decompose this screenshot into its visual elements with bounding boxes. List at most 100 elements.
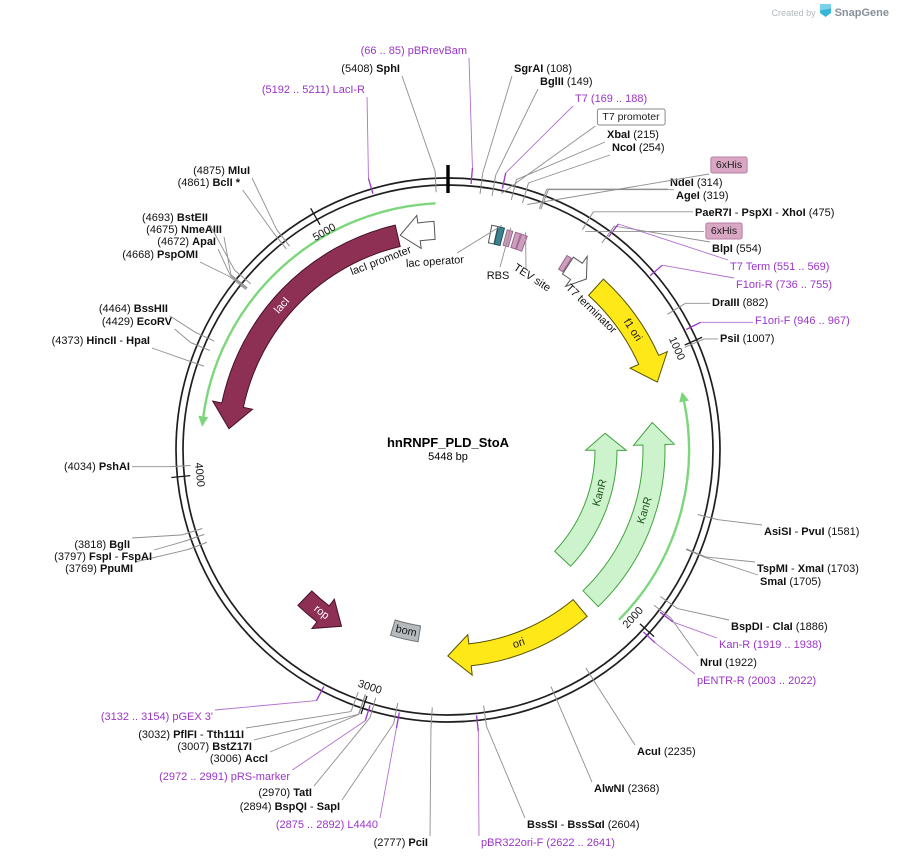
- site-label-text[interactable]: (5192 .. 5211) LacI-R: [262, 84, 365, 96]
- feature-lacI-promoter[interactable]: [399, 214, 436, 250]
- site-label-text[interactable]: SgrAI (108): [514, 63, 572, 75]
- enzyme-label-AlwNI[interactable]: AlwNI (2368): [550, 686, 659, 795]
- feature-shape[interactable]: [399, 214, 436, 250]
- primer-label-pENTR-R[interactable]: pENTR-R (2003 .. 2022): [642, 631, 816, 687]
- enzyme-label-BglI[interactable]: (3818) BglI: [74, 528, 203, 551]
- site-label-text[interactable]: (3797) FspI - FspAI: [54, 551, 152, 563]
- feature-6xHis-N[interactable]: [510, 231, 522, 250]
- feature-KanR-orf[interactable]: [618, 391, 691, 621]
- enzyme-label-DraIII[interactable]: DraIII (882): [667, 297, 768, 315]
- feature-shape[interactable]: [587, 278, 669, 383]
- enzyme-label-NruI[interactable]: NruI (1922): [653, 604, 757, 669]
- enzyme-label-MluI[interactable]: (4875) MluI: [193, 165, 291, 247]
- feature-shape[interactable]: [389, 619, 422, 643]
- site-label-text[interactable]: (4672) ApaI: [157, 236, 216, 248]
- site-label-text[interactable]: (2970) TatI: [258, 787, 312, 799]
- enzyme-label-PsiI[interactable]: PsiI (1007): [684, 333, 775, 348]
- enzyme-label-TatI[interactable]: (2970) TatI: [258, 697, 377, 799]
- enzyme-label-SgrAI[interactable]: SgrAI (108): [479, 63, 572, 195]
- site-label-text[interactable]: (3818) BglI: [74, 539, 130, 551]
- enzyme-label-EcoRV[interactable]: (4429) EcoRV: [102, 316, 211, 352]
- primer-label-pGEX-3[interactable]: (3132 .. 3154) pGEX 3': [101, 686, 325, 723]
- enzyme-label-TspMI-XmaI[interactable]: TspMI - XmaI (1703): [686, 548, 859, 575]
- site-label-text[interactable]: DraIII (882): [712, 297, 768, 309]
- site-label-text[interactable]: BssSI - BssSαI (2604): [527, 819, 640, 831]
- enzyme-label-AccI[interactable]: (3006) AccI: [210, 694, 367, 765]
- enzyme-label-BspDI-ClaI[interactable]: BspDI - ClaI (1886): [660, 596, 828, 633]
- feature-rop[interactable]: rop: [297, 590, 343, 630]
- feature-shape[interactable]: [447, 598, 588, 677]
- site-label-text[interactable]: NcoI (254): [612, 142, 665, 154]
- primer-label-T7[interactable]: T7 (169 .. 188): [501, 93, 647, 189]
- site-label-text[interactable]: F1ori-F (946 .. 967): [755, 315, 850, 327]
- site-label-text[interactable]: BspDI - ClaI (1886): [731, 621, 828, 633]
- float-label-text[interactable]: TEV site: [511, 262, 552, 295]
- feature-shape[interactable]: [557, 254, 573, 273]
- site-label-text[interactable]: (3769) PpuMI: [65, 563, 133, 575]
- enzyme-label-FspI-FspAI[interactable]: (3797) FspI - FspAI: [54, 533, 205, 563]
- site-label-text[interactable]: (4861) BclI *: [178, 177, 241, 189]
- enzyme-label-PflFI-Tth111I[interactable]: (3032) PflFI - Tth111I: [138, 691, 359, 741]
- enzyme-label-BspQI-SapI[interactable]: (2894) BspQI - SapI: [240, 702, 399, 813]
- feature-shape[interactable]: [211, 224, 401, 430]
- site-label-text[interactable]: XbaI (215): [607, 129, 659, 141]
- enzyme-label-PshAI[interactable]: (4034) PshAI: [64, 461, 191, 473]
- enzyme-label-BstZ17I[interactable]: (3007) BstZ17I: [177, 694, 366, 753]
- enzyme-label-BglII[interactable]: BglII (149): [491, 76, 593, 196]
- feature-KanR-outer[interactable]: KanR: [582, 421, 676, 608]
- enzyme-label-NdeI[interactable]: NdeI (314): [538, 177, 723, 209]
- feature-TEV-site[interactable]: [515, 233, 528, 252]
- site-label-text[interactable]: (2894) BspQI - SapI: [240, 801, 340, 813]
- feature-6xHis-C[interactable]: [557, 254, 573, 273]
- site-label-text[interactable]: F1ori-R (736 .. 755): [736, 279, 832, 291]
- site-label-text[interactable]: (4034) PshAI: [64, 461, 130, 473]
- site-label-text[interactable]: (4464) BssHII: [99, 303, 168, 315]
- site-label-text[interactable]: (3006) AccI: [210, 753, 268, 765]
- enzyme-label-BstEII[interactable]: (4693) BstEII: [142, 212, 252, 285]
- enzyme-label-PciI[interactable]: (2777) PciI: [374, 707, 433, 849]
- feature-tag-6xHis-tag-2[interactable]: 6xHis: [585, 222, 743, 240]
- primer-label-T7-Term[interactable]: T7 Term (551 .. 569): [608, 223, 830, 273]
- enzyme-label-BclI[interactable]: (4861) BclI *: [178, 177, 287, 250]
- site-label-text[interactable]: BglII (149): [540, 76, 593, 88]
- primer-label-F1ori-R[interactable]: F1ori-R (736 .. 755): [649, 264, 832, 291]
- feature-shape[interactable]: [297, 590, 343, 630]
- enzyme-label-AgeI[interactable]: AgeI (319): [540, 189, 729, 210]
- feature-lacI-orf[interactable]: [198, 202, 436, 427]
- enzyme-label-BlpI[interactable]: BlpI (554): [601, 225, 762, 255]
- feature-f1-ori[interactable]: f1 ori: [587, 278, 669, 383]
- site-label-text[interactable]: (5408) SphI: [341, 63, 400, 75]
- enzyme-label-PspOMI[interactable]: (4668) PspOMI: [122, 249, 247, 290]
- site-label-text[interactable]: (4875) MluI: [193, 165, 250, 177]
- feature-shape[interactable]: [561, 254, 588, 288]
- feature-tag-T7-promoter-box[interactable]: T7 promoter: [501, 108, 666, 194]
- site-label-text[interactable]: NruI (1922): [700, 657, 757, 669]
- site-label-text[interactable]: PsiI (1007): [720, 333, 774, 345]
- primer-label-Kan-R[interactable]: Kan-R (1919 .. 1938): [659, 611, 822, 651]
- feature-shape[interactable]: [493, 226, 506, 247]
- site-label-text[interactable]: (4429) EcoRV: [102, 316, 173, 328]
- site-label-text[interactable]: AcuI (2235): [637, 746, 696, 758]
- lac-operator-label[interactable]: lac operator: [406, 224, 503, 270]
- site-label-text[interactable]: (3132 .. 3154) pGEX 3': [101, 711, 213, 723]
- site-label-text[interactable]: pENTR-R (2003 .. 2022): [697, 675, 816, 687]
- primer-label-F1ori-F[interactable]: F1ori-F (946 .. 967): [685, 315, 850, 331]
- enzyme-label-BssHII[interactable]: (4464) BssHII: [99, 303, 215, 342]
- site-label-text[interactable]: (66 .. 85) pBRrevBam: [361, 45, 467, 57]
- site-label-text[interactable]: (4693) BstEII: [142, 212, 208, 224]
- float-label-text[interactable]: lac operator: [406, 254, 465, 270]
- feature-lac-operator[interactable]: [493, 226, 506, 247]
- enzyme-label-SmaI[interactable]: SmaI (1705): [685, 548, 821, 588]
- primer-label-LacI-R[interactable]: (5192 .. 5211) LacI-R: [262, 84, 374, 194]
- site-label-text[interactable]: AlwNI (2368): [594, 783, 659, 795]
- site-label-text[interactable]: (2777) PciI: [374, 837, 428, 849]
- tag-chip[interactable]: [705, 222, 743, 240]
- enzyme-label-PpuMI[interactable]: (3769) PpuMI: [65, 541, 208, 575]
- site-label-text[interactable]: (2972 .. 2991) pRS-marker: [159, 771, 290, 783]
- feature-shape[interactable]: [582, 421, 676, 608]
- site-label-text[interactable]: NdeI (314): [670, 177, 723, 189]
- site-label-text[interactable]: TspMI - XmaI (1703): [757, 563, 859, 575]
- tag-text[interactable]: 6xHis: [711, 225, 737, 237]
- site-label-text[interactable]: T7 (169 .. 188): [575, 93, 647, 105]
- enzyme-label-PaeR7I-PspXI-XhoI[interactable]: PaeR7I - PspXI - XhoI (475): [581, 207, 834, 231]
